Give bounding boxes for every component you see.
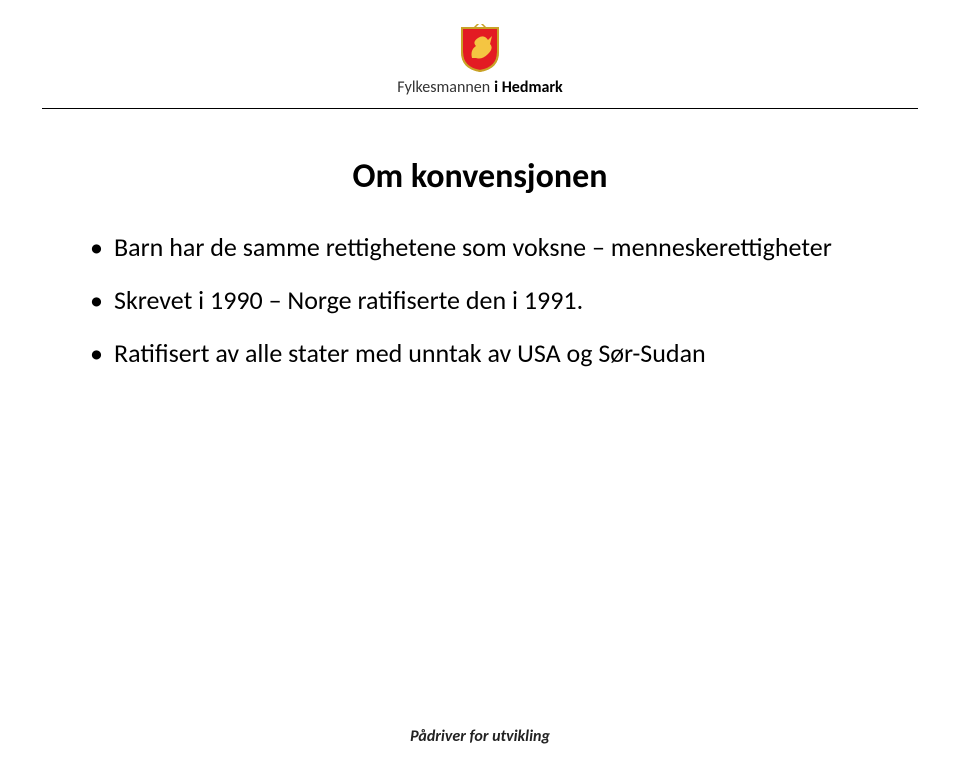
page-title: Om konvensjonen: [0, 156, 960, 197]
header-rule: [42, 108, 918, 109]
list-item: Skrevet i 1990 – Norge ratifiserte den i…: [90, 283, 870, 318]
list-item: Ratifisert av alle stater med unntak av …: [90, 336, 870, 371]
list-item: Barn har de samme rettighetene som voksn…: [90, 230, 870, 265]
slide: Fylkesmannen i Hedmark Om konvensjonen B…: [0, 0, 960, 768]
org-sub-text: i Hedmark: [494, 78, 563, 97]
header: Fylkesmannen i Hedmark: [0, 24, 960, 97]
org-main-text: Fylkesmannen: [397, 78, 490, 97]
footer-tagline: Pådriver for utvikling: [0, 727, 960, 746]
crest-icon: [458, 24, 502, 72]
bullet-list: Barn har de samme rettighetene som voksn…: [90, 230, 870, 389]
org-name: Fylkesmannen i Hedmark: [397, 78, 562, 97]
